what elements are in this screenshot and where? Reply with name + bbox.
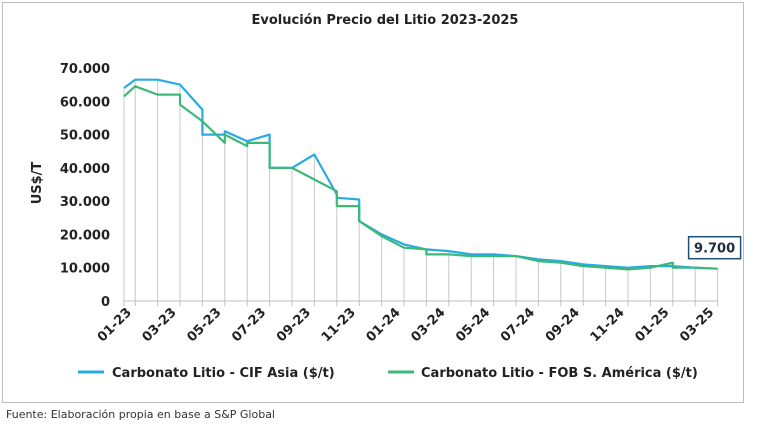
series-layer	[123, 78, 718, 271]
x-tick-label: 05-23	[184, 305, 224, 345]
x-tick-label: 11-23	[319, 305, 359, 345]
annotation-label: 9.700	[694, 242, 735, 257]
x-tick-label: 11-24	[588, 305, 628, 345]
y-tick-label: 60.000	[60, 95, 110, 110]
x-tick-label: 03-24	[408, 305, 448, 345]
y-tick-label: 50.000	[60, 129, 110, 144]
chart-frame	[2, 2, 744, 403]
chart-svg: Evolución Precio del Litio 2023-2025 US$…	[30, 13, 742, 381]
x-tick-label: 09-24	[543, 305, 583, 345]
series-line-fob-s-america	[123, 85, 718, 271]
x-tick-labels: 01-23 03-23 05-23 07-23 09-23 11-23 01-24 03-24…	[95, 305, 717, 345]
x-tick-label: 07-24	[498, 305, 538, 345]
series-line-cif-asia	[123, 78, 718, 270]
x-tick-label: 03-23	[140, 305, 180, 345]
y-tick-label: 70.000	[60, 62, 110, 77]
y-axis-label: US$/T	[30, 162, 45, 205]
y-tick-label: 40.000	[60, 162, 110, 177]
source-note: Fuente: Elaboración propia en base a S&P…	[6, 408, 275, 421]
y-tick-label: 20.000	[60, 228, 110, 243]
x-tick-label: 01-23	[95, 305, 135, 345]
y-tick-label: 0	[101, 295, 110, 310]
axes	[123, 300, 719, 306]
x-tick-label: 05-24	[453, 305, 493, 345]
x-tick-label: 07-23	[229, 305, 269, 345]
x-tick-label: 09-23	[274, 305, 314, 345]
y-tick-labels: 0 10.000 20.000 30.000 40.000 50.000 60.000 70.…	[60, 62, 110, 310]
y-tick-label: 10.000	[60, 262, 110, 277]
x-tick-label: 03-25	[677, 305, 717, 345]
value-annotation: 9.700	[687, 235, 742, 260]
x-tick-label: 01-25	[632, 305, 672, 345]
chart-title: Evolución Precio del Litio 2023-2025	[252, 13, 519, 28]
annotation-box	[687, 235, 742, 260]
legend: Carbonato Litio - CIF Asia ($/t) Carbona…	[78, 366, 698, 381]
y-tick-label: 30.000	[60, 195, 110, 210]
x-tick-label: 01-24	[364, 305, 404, 345]
legend-label-cif-asia: Carbonato Litio - CIF Asia ($/t)	[112, 366, 335, 381]
legend-label-fob-s-america: Carbonato Litio - FOB S. América ($/t)	[421, 366, 698, 381]
